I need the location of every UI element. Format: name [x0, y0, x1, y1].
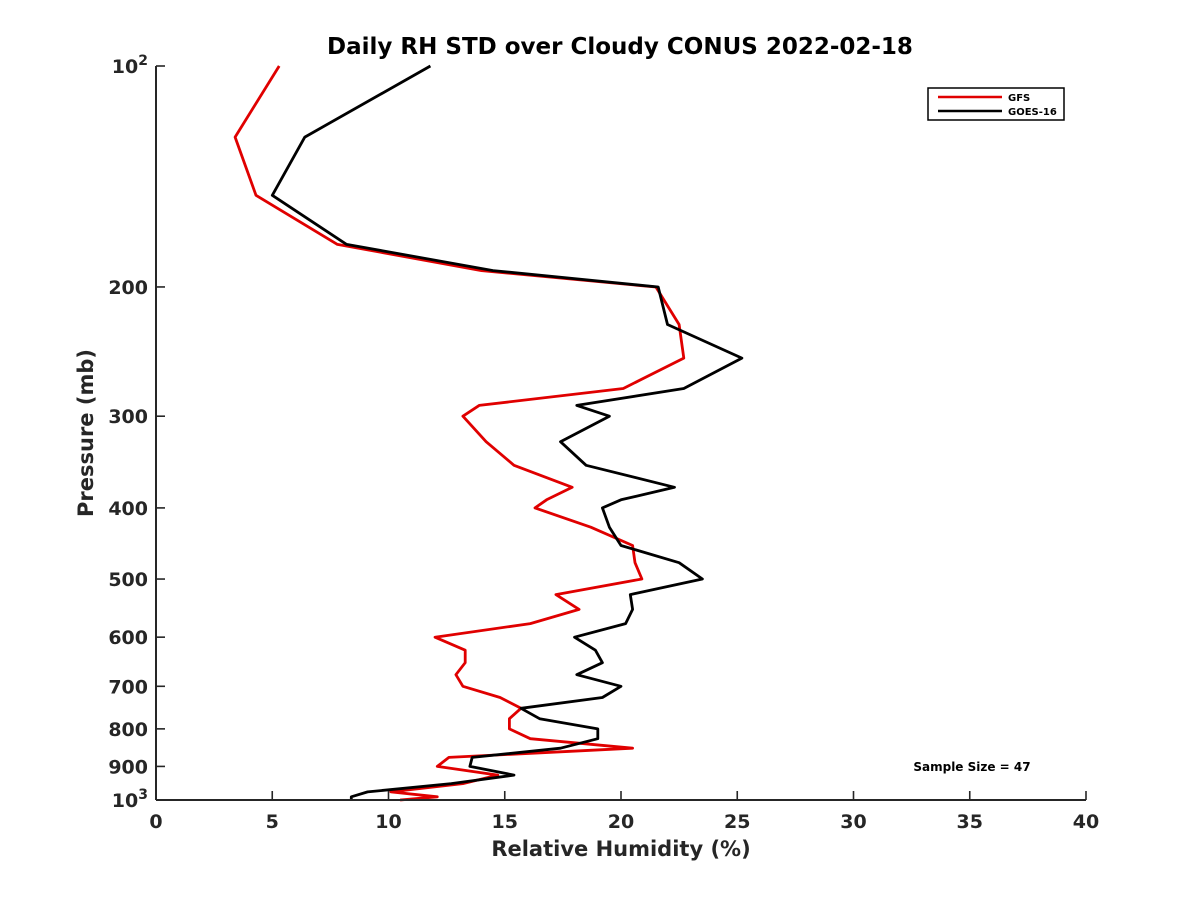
series-line-goes-16 [270, 64, 744, 800]
x-tick-label: 40 [1073, 811, 1099, 833]
y-tick-label-base: 200 [108, 277, 148, 299]
y-tick-label: 102 [112, 53, 148, 78]
y-tick-label: 600 [108, 627, 148, 649]
y-tick-label-base: 400 [108, 498, 148, 520]
y-tick-label: 700 [108, 676, 148, 698]
legend: GFS GOES-16 [927, 87, 1065, 121]
legend-label-gfs: GFS [1008, 93, 1030, 104]
plot-lines [233, 64, 744, 802]
y-tick-label: 500 [108, 569, 148, 591]
x-tick-label: 20 [608, 811, 634, 833]
legend-label-goes-16: GOES-16 [1008, 107, 1057, 118]
y-tick-label-base: 900 [108, 756, 148, 778]
x-tick-label: 30 [840, 811, 866, 833]
legend-box [927, 87, 1065, 121]
x-tick-label: 0 [149, 811, 162, 833]
y-tick-label-base: 10 [112, 790, 138, 812]
sample-size-annotation: Sample Size = 47 [913, 760, 1030, 774]
y-tick-label-base: 800 [108, 719, 148, 741]
x-tick-label: 35 [957, 811, 983, 833]
x-tick-label: 5 [266, 811, 279, 833]
y-axis-label: Pressure (mb) [74, 349, 98, 517]
y-tick-label: 900 [108, 756, 148, 778]
x-tick-label: 15 [492, 811, 518, 833]
y-tick-label: 300 [108, 406, 148, 428]
chart-title: Daily RH STD over Cloudy CONUS 2022-02-1… [327, 34, 913, 60]
y-tick-label-base: 600 [108, 627, 148, 649]
y-tick-label-exponent: 2 [138, 53, 148, 69]
y-tick-label: 400 [108, 498, 148, 520]
y-tick-label-exponent: 3 [138, 787, 148, 803]
y-tick-label: 103 [112, 787, 148, 812]
y-tick-label-base: 10 [112, 56, 138, 78]
y-tick-label-base: 500 [108, 569, 148, 591]
series-line-gfs [233, 65, 686, 802]
y-tick-label: 800 [108, 719, 148, 741]
x-axis-label: Relative Humidity (%) [491, 837, 750, 861]
x-tick-label: 10 [375, 811, 401, 833]
x-tick-label: 25 [724, 811, 750, 833]
y-tick-label: 200 [108, 277, 148, 299]
y-tick-label-base: 700 [108, 676, 148, 698]
x-ticks: 0 5 10 15 20 25 30 35 40 [149, 791, 1099, 833]
y-tick-label-base: 300 [108, 406, 148, 428]
